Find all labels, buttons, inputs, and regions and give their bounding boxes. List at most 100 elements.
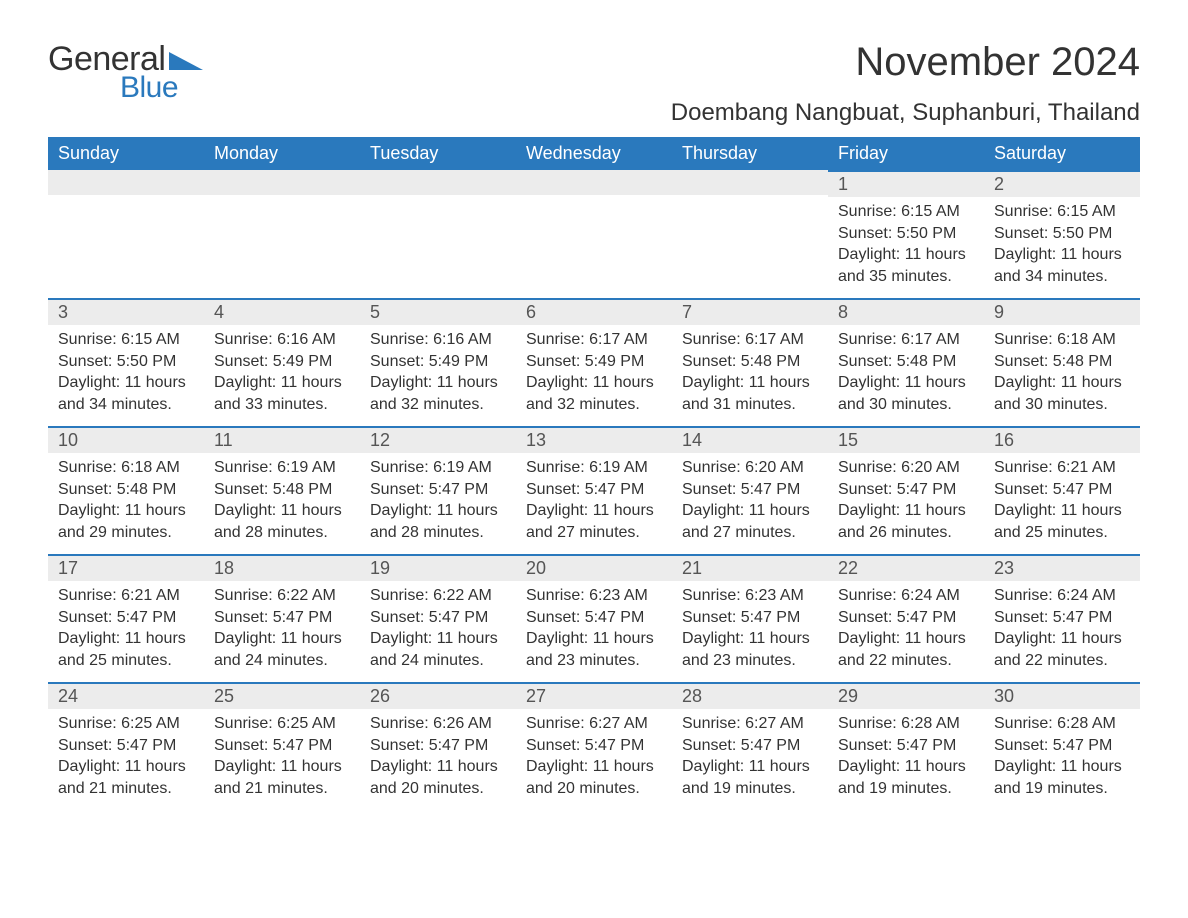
day-details: Sunrise: 6:22 AMSunset: 5:47 PMDaylight:… — [204, 581, 360, 677]
day-number-band — [204, 170, 360, 195]
sunset-line: Sunset: 5:47 PM — [370, 607, 506, 629]
sunrise-line: Sunrise: 6:19 AM — [370, 457, 506, 479]
calendar-day-cell: 21Sunrise: 6:23 AMSunset: 5:47 PMDayligh… — [672, 554, 828, 682]
day-details: Sunrise: 6:15 AMSunset: 5:50 PMDaylight:… — [828, 197, 984, 293]
daylight-line: Daylight: 11 hours and 29 minutes. — [58, 500, 194, 543]
calendar-day-cell: 22Sunrise: 6:24 AMSunset: 5:47 PMDayligh… — [828, 554, 984, 682]
daylight-line: Daylight: 11 hours and 19 minutes. — [838, 756, 974, 799]
weekday-header: Tuesday — [360, 137, 516, 170]
sunrise-line: Sunrise: 6:21 AM — [994, 457, 1130, 479]
daylight-line: Daylight: 11 hours and 24 minutes. — [370, 628, 506, 671]
calendar-day-cell: 7Sunrise: 6:17 AMSunset: 5:48 PMDaylight… — [672, 298, 828, 426]
sunset-line: Sunset: 5:47 PM — [838, 479, 974, 501]
calendar-day-cell — [516, 170, 672, 298]
header: General Blue November 2024 Doembang Nang… — [48, 40, 1140, 127]
day-details: Sunrise: 6:25 AMSunset: 5:47 PMDaylight:… — [48, 709, 204, 805]
day-details: Sunrise: 6:18 AMSunset: 5:48 PMDaylight:… — [48, 453, 204, 549]
daylight-line: Daylight: 11 hours and 21 minutes. — [214, 756, 350, 799]
sunset-line: Sunset: 5:48 PM — [682, 351, 818, 373]
calendar-day-cell: 26Sunrise: 6:26 AMSunset: 5:47 PMDayligh… — [360, 682, 516, 810]
day-details: Sunrise: 6:27 AMSunset: 5:47 PMDaylight:… — [672, 709, 828, 805]
sunrise-line: Sunrise: 6:15 AM — [58, 329, 194, 351]
day-details: Sunrise: 6:15 AMSunset: 5:50 PMDaylight:… — [48, 325, 204, 421]
day-number-band: 10 — [48, 426, 204, 453]
calendar-day-cell: 8Sunrise: 6:17 AMSunset: 5:48 PMDaylight… — [828, 298, 984, 426]
calendar-day-cell: 11Sunrise: 6:19 AMSunset: 5:48 PMDayligh… — [204, 426, 360, 554]
calendar-day-cell — [672, 170, 828, 298]
day-number-band: 27 — [516, 682, 672, 709]
sunrise-line: Sunrise: 6:25 AM — [58, 713, 194, 735]
day-number-band: 12 — [360, 426, 516, 453]
day-number-band — [360, 170, 516, 195]
day-number-band: 28 — [672, 682, 828, 709]
sunset-line: Sunset: 5:47 PM — [994, 607, 1130, 629]
day-number-band: 13 — [516, 426, 672, 453]
day-number-band: 9 — [984, 298, 1140, 325]
sunrise-line: Sunrise: 6:22 AM — [370, 585, 506, 607]
sunrise-line: Sunrise: 6:28 AM — [994, 713, 1130, 735]
calendar-day-cell: 3Sunrise: 6:15 AMSunset: 5:50 PMDaylight… — [48, 298, 204, 426]
calendar-day-cell: 17Sunrise: 6:21 AMSunset: 5:47 PMDayligh… — [48, 554, 204, 682]
day-details: Sunrise: 6:22 AMSunset: 5:47 PMDaylight:… — [360, 581, 516, 677]
calendar-day-cell: 16Sunrise: 6:21 AMSunset: 5:47 PMDayligh… — [984, 426, 1140, 554]
sunset-line: Sunset: 5:48 PM — [994, 351, 1130, 373]
sunset-line: Sunset: 5:47 PM — [994, 479, 1130, 501]
day-details: Sunrise: 6:17 AMSunset: 5:48 PMDaylight:… — [672, 325, 828, 421]
sunset-line: Sunset: 5:47 PM — [526, 607, 662, 629]
day-details: Sunrise: 6:23 AMSunset: 5:47 PMDaylight:… — [672, 581, 828, 677]
day-number-band: 14 — [672, 426, 828, 453]
daylight-line: Daylight: 11 hours and 25 minutes. — [994, 500, 1130, 543]
calendar-day-cell: 30Sunrise: 6:28 AMSunset: 5:47 PMDayligh… — [984, 682, 1140, 810]
calendar-day-cell: 13Sunrise: 6:19 AMSunset: 5:47 PMDayligh… — [516, 426, 672, 554]
day-number-band: 25 — [204, 682, 360, 709]
sunrise-line: Sunrise: 6:20 AM — [682, 457, 818, 479]
sunset-line: Sunset: 5:47 PM — [682, 735, 818, 757]
day-number-band: 18 — [204, 554, 360, 581]
calendar-day-cell: 29Sunrise: 6:28 AMSunset: 5:47 PMDayligh… — [828, 682, 984, 810]
calendar-day-cell: 2Sunrise: 6:15 AMSunset: 5:50 PMDaylight… — [984, 170, 1140, 298]
day-details: Sunrise: 6:15 AMSunset: 5:50 PMDaylight:… — [984, 197, 1140, 293]
day-number-band: 3 — [48, 298, 204, 325]
day-details: Sunrise: 6:24 AMSunset: 5:47 PMDaylight:… — [828, 581, 984, 677]
calendar-day-cell: 24Sunrise: 6:25 AMSunset: 5:47 PMDayligh… — [48, 682, 204, 810]
daylight-line: Daylight: 11 hours and 27 minutes. — [682, 500, 818, 543]
day-details: Sunrise: 6:17 AMSunset: 5:48 PMDaylight:… — [828, 325, 984, 421]
sunset-line: Sunset: 5:48 PM — [838, 351, 974, 373]
day-details: Sunrise: 6:19 AMSunset: 5:48 PMDaylight:… — [204, 453, 360, 549]
day-details: Sunrise: 6:18 AMSunset: 5:48 PMDaylight:… — [984, 325, 1140, 421]
day-details: Sunrise: 6:21 AMSunset: 5:47 PMDaylight:… — [984, 453, 1140, 549]
day-number-band: 4 — [204, 298, 360, 325]
sunrise-line: Sunrise: 6:15 AM — [838, 201, 974, 223]
sunrise-line: Sunrise: 6:23 AM — [526, 585, 662, 607]
sunset-line: Sunset: 5:49 PM — [214, 351, 350, 373]
calendar-day-cell: 4Sunrise: 6:16 AMSunset: 5:49 PMDaylight… — [204, 298, 360, 426]
sunset-line: Sunset: 5:47 PM — [682, 607, 818, 629]
day-details: Sunrise: 6:27 AMSunset: 5:47 PMDaylight:… — [516, 709, 672, 805]
calendar-day-cell: 23Sunrise: 6:24 AMSunset: 5:47 PMDayligh… — [984, 554, 1140, 682]
day-details: Sunrise: 6:28 AMSunset: 5:47 PMDaylight:… — [984, 709, 1140, 805]
sunset-line: Sunset: 5:47 PM — [58, 735, 194, 757]
daylight-line: Daylight: 11 hours and 19 minutes. — [994, 756, 1130, 799]
day-number-band: 16 — [984, 426, 1140, 453]
sunrise-line: Sunrise: 6:19 AM — [214, 457, 350, 479]
daylight-line: Daylight: 11 hours and 23 minutes. — [526, 628, 662, 671]
sunrise-line: Sunrise: 6:22 AM — [214, 585, 350, 607]
daylight-line: Daylight: 11 hours and 25 minutes. — [58, 628, 194, 671]
sunset-line: Sunset: 5:50 PM — [838, 223, 974, 245]
sunrise-line: Sunrise: 6:28 AM — [838, 713, 974, 735]
day-details: Sunrise: 6:20 AMSunset: 5:47 PMDaylight:… — [828, 453, 984, 549]
calendar-day-cell: 27Sunrise: 6:27 AMSunset: 5:47 PMDayligh… — [516, 682, 672, 810]
daylight-line: Daylight: 11 hours and 34 minutes. — [994, 244, 1130, 287]
sunrise-line: Sunrise: 6:24 AM — [838, 585, 974, 607]
sunrise-line: Sunrise: 6:17 AM — [526, 329, 662, 351]
sunrise-line: Sunrise: 6:18 AM — [994, 329, 1130, 351]
daylight-line: Daylight: 11 hours and 21 minutes. — [58, 756, 194, 799]
daylight-line: Daylight: 11 hours and 22 minutes. — [994, 628, 1130, 671]
day-number-band: 7 — [672, 298, 828, 325]
daylight-line: Daylight: 11 hours and 19 minutes. — [682, 756, 818, 799]
weekday-header: Wednesday — [516, 137, 672, 170]
calendar-table: SundayMondayTuesdayWednesdayThursdayFrid… — [48, 137, 1140, 810]
day-details: Sunrise: 6:20 AMSunset: 5:47 PMDaylight:… — [672, 453, 828, 549]
day-details: Sunrise: 6:25 AMSunset: 5:47 PMDaylight:… — [204, 709, 360, 805]
day-number-band: 22 — [828, 554, 984, 581]
